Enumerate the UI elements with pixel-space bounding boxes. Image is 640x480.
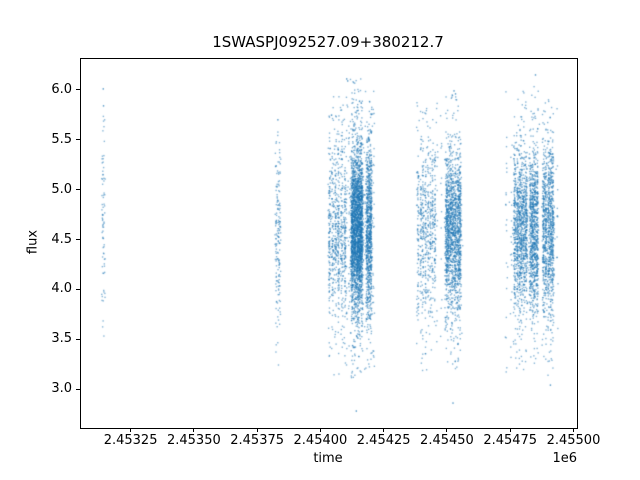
x-tick-mark: [446, 428, 448, 432]
x-tick-mark: [130, 428, 132, 432]
x-tick-label: 2.45325: [103, 433, 158, 448]
x-tick-label: 2.45450: [420, 433, 474, 448]
x-tick-label: 2.45475: [483, 433, 538, 448]
y-tick-label: 3.0: [51, 381, 72, 397]
x-tick-mark: [256, 428, 258, 432]
x-tick-label: 2.45500: [546, 433, 601, 448]
y-tick-label: 4.5: [51, 231, 72, 247]
y-tick-mark: [76, 388, 80, 390]
y-tick-label: 6.0: [51, 81, 72, 97]
x-tick-mark: [319, 428, 321, 432]
x-tick-mark: [383, 428, 385, 432]
x-tick-mark: [193, 428, 195, 432]
y-tick-mark: [76, 338, 80, 340]
axis-offset-label: 1e6: [552, 451, 577, 466]
scatter-canvas: [81, 59, 577, 428]
y-tick-mark: [76, 239, 80, 240]
y-tick-label: 4.0: [51, 281, 72, 297]
y-tick-label: 5.5: [51, 131, 72, 147]
x-tick-label: 2.45425: [356, 433, 411, 448]
y-tick-mark: [76, 189, 80, 191]
y-tick-mark: [76, 288, 80, 290]
y-tick-label: 5.0: [51, 181, 72, 197]
chart-title: 1SWASPJ092527.09+380212.7: [212, 33, 444, 51]
x-tick-label: 2.45375: [230, 433, 285, 448]
x-tick-mark: [572, 428, 574, 432]
y-tick-label: 3.5: [51, 331, 72, 347]
plot-area: [80, 58, 578, 429]
x-tick-label: 2.45400: [293, 433, 348, 448]
y-tick-mark: [76, 139, 80, 141]
x-tick-label: 2.45350: [166, 433, 221, 448]
x-tick-mark: [509, 428, 511, 432]
y-tick-mark: [76, 89, 80, 91]
x-axis-label: time: [313, 451, 343, 466]
